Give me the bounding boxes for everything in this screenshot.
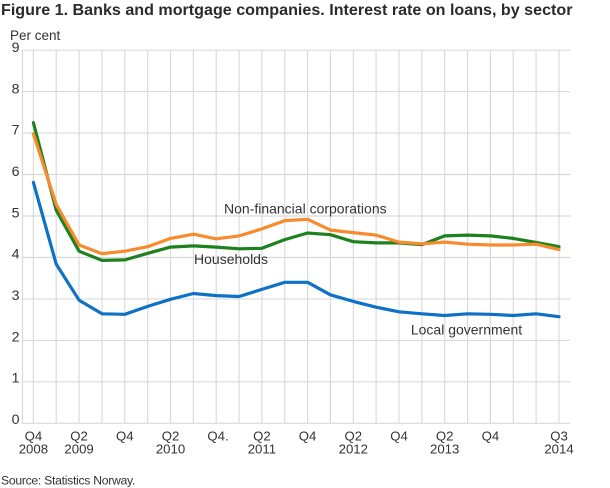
- svg-text:2010: 2010: [156, 441, 185, 456]
- svg-text:Q4: Q4: [482, 428, 500, 443]
- svg-text:Local government: Local government: [411, 321, 522, 337]
- svg-text:3: 3: [12, 288, 20, 304]
- svg-text:Q2: Q2: [345, 428, 363, 443]
- svg-text:Figure 1. Banks and mortgage c: Figure 1. Banks and mortgage companies. …: [1, 1, 573, 19]
- svg-text:1: 1: [12, 371, 20, 387]
- svg-text:Q4: Q4: [116, 428, 134, 443]
- svg-text:Source: Statistics Norway.: Source: Statistics Norway.: [1, 473, 135, 487]
- svg-text:2009: 2009: [64, 441, 93, 456]
- svg-text:4: 4: [12, 247, 20, 263]
- svg-text:Q4.: Q4.: [207, 428, 228, 443]
- svg-text:2012: 2012: [339, 441, 368, 456]
- svg-text:2011: 2011: [248, 441, 276, 456]
- svg-text:2: 2: [12, 329, 20, 345]
- svg-text:8: 8: [12, 81, 20, 97]
- svg-text:Non-financial corporations: Non-financial corporations: [224, 201, 387, 217]
- svg-text:2008: 2008: [19, 441, 48, 456]
- svg-text:6: 6: [12, 164, 20, 180]
- svg-text:2014: 2014: [544, 441, 573, 456]
- svg-text:Per cent: Per cent: [10, 28, 61, 43]
- svg-text:5: 5: [12, 205, 20, 221]
- svg-text:Q2: Q2: [436, 428, 454, 443]
- svg-text:Households: Households: [194, 251, 268, 267]
- svg-text:9: 9: [12, 40, 20, 56]
- svg-text:Q2: Q2: [162, 428, 180, 443]
- svg-text:0: 0: [12, 412, 20, 428]
- svg-text:7: 7: [12, 123, 20, 139]
- svg-text:Q4: Q4: [25, 428, 43, 443]
- svg-text:Q4: Q4: [299, 428, 317, 443]
- svg-text:2013: 2013: [430, 441, 459, 456]
- svg-text:Q2: Q2: [253, 428, 271, 443]
- svg-text:Q2: Q2: [70, 428, 88, 443]
- svg-text:Q4: Q4: [390, 428, 408, 443]
- svg-text:Q3: Q3: [550, 428, 568, 443]
